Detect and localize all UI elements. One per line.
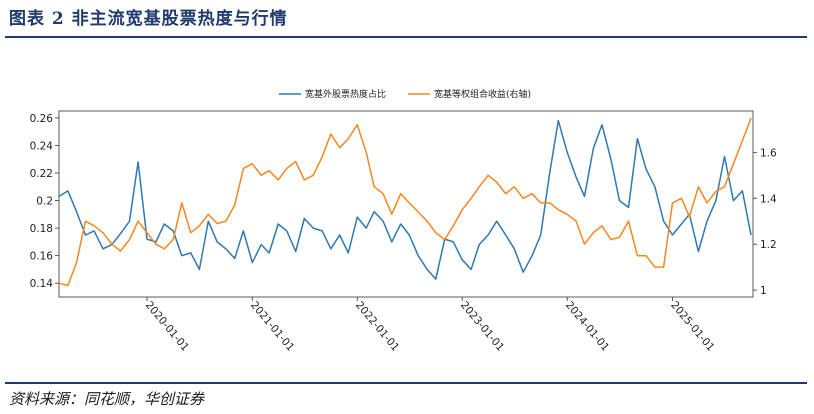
axes: 0.14 0.16 0.18 0.2 0.22 0.24 0.26 1 1.2 1.4 1.6 202…: [30, 110, 777, 354]
right-axis-tick-label: 1.4: [760, 193, 777, 205]
left-axis-tick-label: 0.22: [30, 168, 53, 180]
x-axis-tick-label: 2021-01-01: [248, 299, 296, 353]
right-axis-tick-label: 1.6: [760, 147, 777, 159]
plot-frame: [58, 110, 754, 298]
series-lines: [58, 117, 752, 287]
left-axis-tick-label: 0.18: [30, 223, 53, 235]
left-axis-tick-label: 0.16: [30, 251, 54, 263]
left-axis-tick-label: 0.14: [30, 278, 54, 290]
source-note: 资料来源：同花顺，华创证券: [9, 390, 205, 408]
right-axis-tick-label: 1: [760, 285, 767, 297]
legend-label-blue: 宽基外股票热度占比: [305, 88, 386, 100]
title-rule: [5, 36, 807, 38]
x-axis-tick-label: 2020-01-01: [143, 299, 191, 353]
x-axis-tick-label: 2024-01-01: [563, 299, 611, 353]
x-axis-tick-label: 2023-01-01: [458, 299, 506, 353]
x-axis-tick-label: 2022-01-01: [353, 299, 401, 353]
left-axis-tick-label: 0.2: [36, 196, 53, 208]
footer-rule: [5, 382, 807, 384]
series-line-heat-share: [58, 119, 752, 280]
series-line-equal-weight-return: [58, 117, 752, 287]
x-axis-tick-label: 2025-01-01: [668, 299, 716, 353]
figure-title: 图表 2 非主流宽基股票热度与行情: [9, 9, 288, 29]
right-axis-tick-label: 1.2: [760, 239, 777, 251]
chart-legend: 宽基外股票热度占比 宽基等权组合收益(右轴): [279, 88, 531, 100]
legend-label-orange: 宽基等权组合收益(右轴): [434, 88, 531, 100]
left-axis-tick-label: 0.24: [30, 140, 54, 152]
left-axis-tick-label: 0.26: [30, 113, 54, 125]
